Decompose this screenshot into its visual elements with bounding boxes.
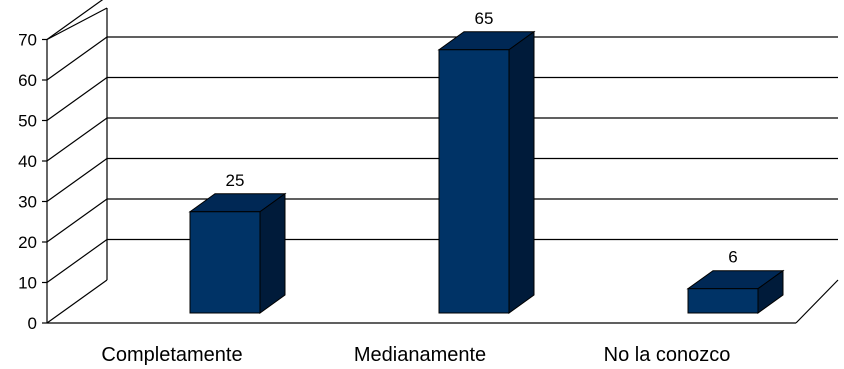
data-label: 65 [475, 9, 494, 28]
floor-right-edge [795, 279, 839, 324]
y-tick-label: 30 [18, 193, 37, 212]
bar-side-face [259, 192, 286, 314]
bar-side-face [508, 30, 535, 314]
data-label: 25 [226, 171, 245, 190]
side-wall-gridline [46, 158, 108, 202]
bars [188, 30, 785, 314]
side-wall-gridline [46, 198, 108, 243]
y-tick-label: 20 [18, 233, 37, 252]
x-category-label: Medianamente [354, 344, 486, 366]
side-wall-gridline [46, 239, 108, 283]
y-axis-ticks: 0 10 20 30 40 50 60 70 [18, 31, 47, 333]
y-tick-label: 10 [18, 274, 37, 293]
bar-medianamente [437, 30, 536, 314]
y-tick-label: 50 [18, 112, 37, 131]
bar-front-face [438, 49, 510, 314]
x-category-label: Completamente [101, 344, 242, 366]
side-wall-top-edge [46, 7, 108, 41]
bar-front-face [189, 211, 261, 314]
side-wall-gridline [46, 36, 108, 81]
side-wall-gridline [46, 279, 108, 324]
y-tick-label: 0 [28, 314, 37, 333]
side-wall-gridline [46, 117, 108, 162]
side-wall-gridline [46, 77, 108, 121]
bar-front-face [687, 288, 759, 314]
bar-no-la-conozco [686, 269, 785, 314]
data-label: 6 [728, 248, 737, 267]
side-wall-gridline [46, 0, 104, 40]
axes [46, 8, 839, 324]
labels: 25 Completamente 65 Medianamente 6 No la cono… [101, 9, 737, 366]
y-tick-label: 40 [18, 152, 37, 171]
y-tick-label: 70 [18, 31, 37, 50]
x-category-label: No la conozco [604, 344, 731, 366]
y-tick-label: 60 [18, 71, 37, 90]
bar-completamente [188, 192, 287, 314]
